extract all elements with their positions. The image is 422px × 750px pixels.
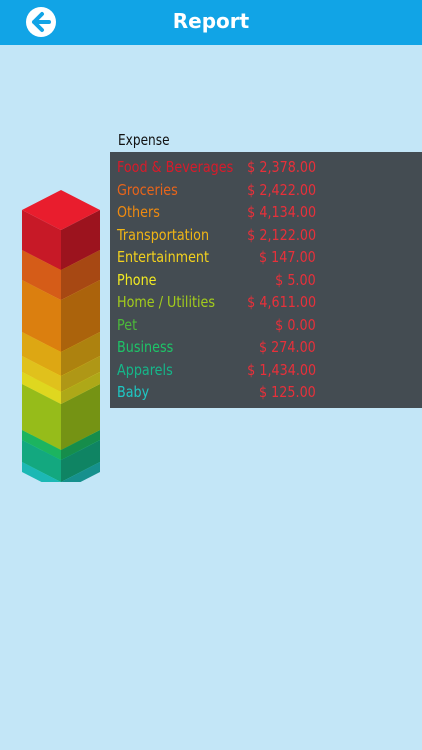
top-bar: Report (0, 0, 422, 45)
expense-category: Phone (117, 270, 157, 289)
expense-stack-graphic (22, 190, 100, 482)
expense-row[interactable]: Apparels $ 1,434.00 (110, 359, 422, 381)
expense-row[interactable]: Entertainment $ 147.00 (110, 246, 422, 268)
expense-row[interactable]: Food & Beverages $ 2,378.00 (110, 156, 422, 178)
expense-row[interactable]: Baby $ 125.00 (110, 381, 422, 403)
expense-amount: $ 274.00 (259, 338, 316, 356)
expense-row[interactable]: Business $ 274.00 (110, 336, 422, 358)
stack-block (22, 190, 100, 270)
expense-amount: $ 2,122.00 (247, 225, 316, 244)
expense-row[interactable]: Phone $ 5.00 (110, 269, 422, 291)
expense-category: Apparels (117, 360, 173, 379)
expense-category: Transportation (117, 225, 210, 244)
page-title: Report (172, 9, 250, 33)
expense-category: Groceries (117, 180, 178, 199)
back-button[interactable] (26, 7, 56, 37)
expense-category: Business (117, 338, 174, 356)
expense-row[interactable]: Home / Utilities $ 4,611.00 (110, 291, 422, 313)
back-arrow-icon (32, 12, 51, 32)
expense-amount: $ 5.00 (275, 270, 316, 289)
expense-section-label: Expense (118, 131, 170, 149)
expense-category: Home / Utilities (117, 293, 216, 311)
expense-category: Baby (117, 383, 150, 401)
expense-amount: $ 2,378.00 (247, 158, 316, 176)
expense-row[interactable]: Groceries $ 2,422.00 (110, 179, 422, 201)
expense-row[interactable]: Others $ 4,134.00 (110, 201, 422, 223)
expense-category: Pet (117, 315, 138, 334)
expense-amount: $ 4,611.00 (247, 293, 316, 311)
expense-category: Food & Beverages (117, 158, 234, 176)
expense-amount: $ 147.00 (259, 248, 316, 266)
expense-amount: $ 0.00 (275, 315, 316, 334)
expense-amount: $ 4,134.00 (247, 203, 316, 221)
expense-category: Entertainment (117, 248, 210, 266)
expense-row[interactable]: Pet $ 0.00 (110, 314, 422, 336)
expense-row[interactable]: Transportation $ 2,122.00 (110, 224, 422, 246)
expense-list-panel: Food & Beverages $ 2,378.00 Groceries $ 2,4… (110, 152, 422, 408)
expense-amount: $ 125.00 (259, 383, 316, 401)
expense-amount: $ 1,434.00 (247, 360, 316, 379)
expense-category: Others (117, 203, 160, 221)
expense-amount: $ 2,422.00 (247, 180, 316, 199)
